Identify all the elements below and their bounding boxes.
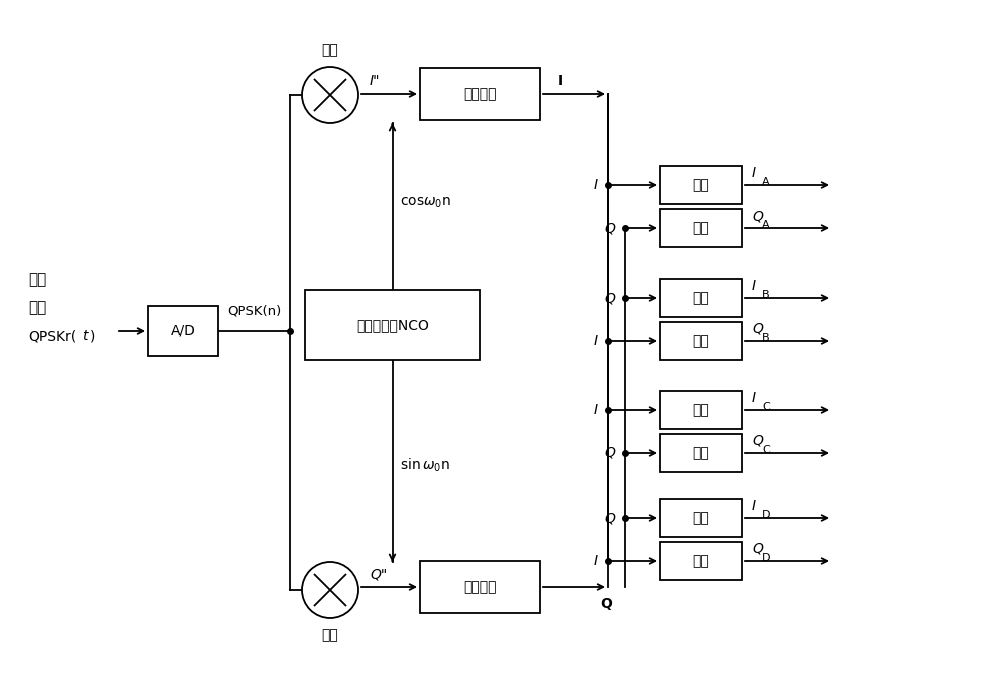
Text: 求反: 求反 [693, 446, 709, 460]
Text: Q: Q [604, 221, 615, 235]
Text: 直通: 直通 [693, 221, 709, 235]
Text: 点乘: 点乘 [322, 628, 338, 642]
Text: I: I [752, 279, 756, 293]
Text: Q: Q [752, 209, 763, 223]
Text: C: C [762, 402, 770, 412]
Text: Q: Q [752, 542, 763, 556]
Text: t: t [82, 329, 88, 343]
Text: I: I [594, 554, 598, 568]
Text: 直通: 直通 [693, 511, 709, 525]
Bar [148, 306, 218, 356]
Text: 信号: 信号 [28, 300, 46, 315]
Text: C: C [762, 445, 770, 455]
Text: 求反: 求反 [693, 554, 709, 568]
Bar [420, 561, 540, 613]
Text: A/D: A/D [171, 324, 195, 338]
Text: QPSK(n): QPSK(n) [227, 304, 281, 317]
Text: Q: Q [752, 322, 763, 336]
Text: 直通: 直通 [693, 334, 709, 348]
Text: I": I" [370, 74, 380, 88]
Bar [305, 290, 480, 360]
Text: sin$\,\omega_0$n: sin$\,\omega_0$n [400, 456, 450, 474]
Text: 低通滤波: 低通滤波 [463, 580, 497, 594]
Text: Q": Q" [370, 567, 387, 581]
Text: A: A [762, 220, 770, 230]
Bar [660, 391, 742, 429]
Text: I: I [594, 178, 598, 192]
Text: I: I [594, 403, 598, 417]
Text: Q: Q [604, 291, 615, 305]
Text: cos$\omega_0$n: cos$\omega_0$n [400, 195, 452, 210]
Text: I: I [752, 166, 756, 180]
Text: 求反: 求反 [693, 403, 709, 417]
Text: 频带: 频带 [28, 273, 46, 287]
Bar [420, 68, 540, 120]
Text: D: D [762, 553, 770, 563]
Text: Q: Q [752, 434, 763, 448]
Text: Q: Q [604, 511, 615, 525]
Text: 数控振荡器NCO: 数控振荡器NCO [356, 318, 429, 332]
Text: Q: Q [600, 597, 612, 611]
Text: I: I [558, 74, 563, 88]
Bar [660, 542, 742, 580]
Bar [660, 279, 742, 317]
Text: 低通滤波: 低通滤波 [463, 87, 497, 101]
Text: A: A [762, 177, 770, 187]
Text: ): ) [90, 329, 95, 343]
Text: B: B [762, 290, 770, 300]
Text: QPSKr(: QPSKr( [28, 329, 76, 343]
Circle shape [302, 67, 358, 123]
Bar [660, 434, 742, 472]
Bar [660, 166, 742, 204]
Text: 点乘: 点乘 [322, 43, 338, 57]
Circle shape [302, 562, 358, 618]
Text: I: I [594, 334, 598, 348]
Text: B: B [762, 333, 770, 343]
Bar [660, 322, 742, 360]
Text: I: I [752, 499, 756, 513]
Text: Q: Q [604, 446, 615, 460]
Text: I: I [752, 391, 756, 405]
Text: 求反: 求反 [693, 291, 709, 305]
Text: D: D [762, 510, 770, 520]
Bar [660, 499, 742, 537]
Bar [660, 209, 742, 247]
Text: 直通: 直通 [693, 178, 709, 192]
